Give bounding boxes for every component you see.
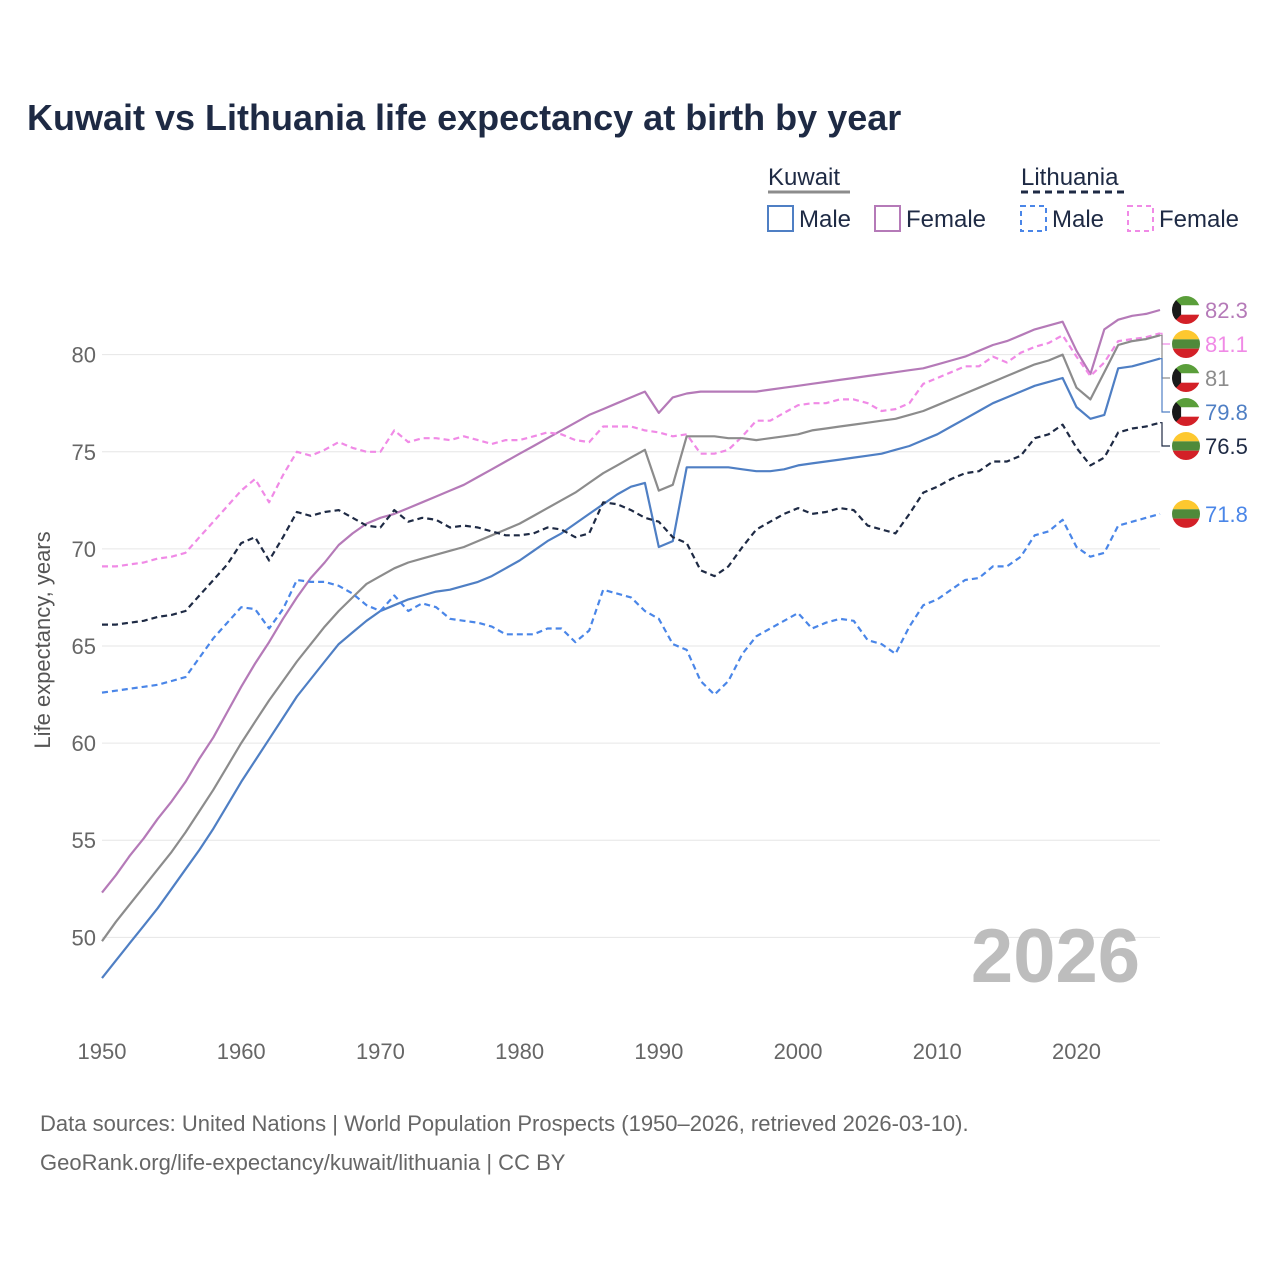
y-tick-65: 65: [72, 634, 96, 659]
legend-lithuania-male-label: Male: [1052, 206, 1104, 233]
x-tick-1970: 1970: [356, 1039, 405, 1064]
end-label-lithuania-female: 81.1: [1160, 330, 1248, 359]
y-tick-75: 75: [72, 440, 96, 465]
x-tick-1990: 1990: [634, 1039, 683, 1064]
legend-kuwait-female-label: Female: [906, 206, 986, 233]
y-axis-ticks: 50 55 60 65 70 75 80: [72, 343, 96, 951]
legend-group-lithuania-label: Lithuania: [1021, 164, 1119, 191]
x-tick-1980: 1980: [495, 1039, 544, 1064]
legend-lithuania-female-swatch: [1127, 205, 1154, 232]
legend-lithuania-male-swatch: [1020, 205, 1047, 232]
y-tick-60: 60: [72, 731, 96, 756]
kuwait-flag-icon: [1172, 398, 1200, 427]
x-tick-1960: 1960: [217, 1039, 266, 1064]
series-line-kuwait-male: [101, 357, 1161, 979]
legend-kuwait-female-swatch: [874, 205, 901, 232]
y-tick-80: 80: [72, 343, 96, 368]
x-axis-ticks: 1950 1960 1970 1980 1990 2000 2010 2020: [78, 1039, 1101, 1064]
chart-title: Kuwait vs Lithuania life expectancy at b…: [27, 97, 901, 138]
lithuania-flag-icon: [1172, 330, 1200, 359]
end-label-value: 76.5: [1205, 434, 1248, 459]
end-label-lithuania-total: 76.5: [1160, 422, 1248, 461]
kuwait-flag-icon: [1172, 364, 1200, 393]
end-label-connector: [1160, 334, 1170, 379]
x-tick-2000: 2000: [774, 1039, 823, 1064]
source-line-1: Data sources: United Nations | World Pop…: [40, 1111, 969, 1136]
grid: [102, 354, 1160, 938]
end-label-value: 71.8: [1205, 502, 1248, 527]
end-labels: 82.3 81.1 81 79.8 76.5 71.8: [1160, 296, 1248, 528]
end-label-value: 81.1: [1205, 332, 1248, 357]
series-line-kuwait-female: [101, 308, 1161, 894]
end-label-connector: [1160, 358, 1170, 413]
end-label-lithuania-male: 71.8: [1172, 499, 1248, 528]
series-line-kuwait-total: [101, 334, 1161, 942]
lithuania-flag-icon: [1172, 432, 1200, 461]
y-tick-55: 55: [72, 828, 96, 853]
series-line-lithuania-male: [101, 512, 1161, 696]
x-tick-2020: 2020: [1052, 1039, 1101, 1064]
legend-lithuania-female-label: Female: [1159, 206, 1239, 233]
source-line-2: GeoRank.org/life-expectancy/kuwait/lithu…: [40, 1150, 566, 1175]
x-tick-2010: 2010: [913, 1039, 962, 1064]
y-tick-50: 50: [72, 925, 96, 950]
end-label-value: 79.8: [1205, 400, 1248, 425]
legend-group-kuwait-label: Kuwait: [768, 164, 840, 191]
end-label-value: 82.3: [1205, 298, 1248, 323]
current-year-watermark: 2026: [971, 914, 1140, 999]
end-label-kuwait-male: 79.8: [1160, 358, 1248, 427]
series-line-lithuania-total: [102, 421, 1161, 626]
series-lines: [101, 308, 1161, 979]
end-label-connector: [1160, 422, 1170, 447]
series-line-lithuania-female: [102, 332, 1161, 568]
y-axis-label: Life expectancy, years: [30, 531, 55, 748]
end-label-kuwait-female: 82.3: [1172, 296, 1248, 325]
x-tick-1950: 1950: [78, 1039, 127, 1064]
legend-kuwait-male-swatch: [767, 205, 794, 232]
kuwait-flag-icon: [1172, 296, 1200, 325]
lithuania-flag-icon: [1172, 499, 1200, 528]
end-label-value: 81: [1205, 366, 1229, 391]
end-label-kuwait-total: 81: [1160, 334, 1229, 393]
y-tick-70: 70: [72, 537, 96, 562]
legend-kuwait-male-label: Male: [799, 206, 851, 233]
legend: Kuwait Male Female Lithuania Male Female: [767, 164, 1239, 233]
